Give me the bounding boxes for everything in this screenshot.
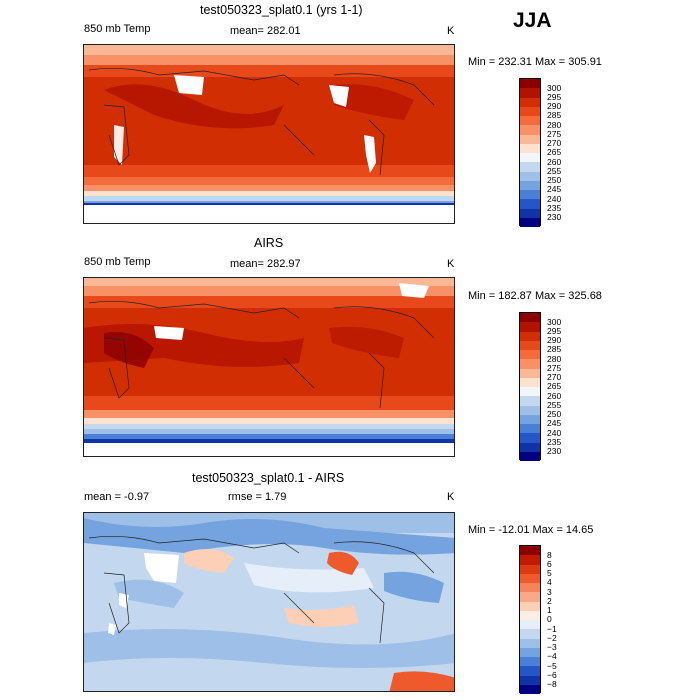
panel1-tick: 235 — [547, 203, 562, 213]
panel3-tick: −5 — [547, 661, 557, 671]
panel2-tick: 295 — [547, 326, 562, 336]
panel2-tick: 280 — [547, 354, 562, 364]
panel2-title: AIRS — [254, 236, 284, 250]
panel3-tick: 0 — [547, 614, 552, 624]
panel2-tick: 255 — [547, 400, 562, 410]
panel2-tick: 285 — [547, 344, 562, 354]
panel1-tick: 240 — [547, 194, 562, 204]
panel2-range: Min = 182.87 Max = 325.68 — [468, 290, 602, 302]
panel3-range: Min = -12.01 Max = 14.65 — [468, 524, 594, 536]
panel1-tick: 290 — [547, 101, 562, 111]
panel3-tick: 5 — [547, 568, 552, 578]
panel2-tick: 265 — [547, 381, 562, 391]
panel1-tick: 250 — [547, 175, 562, 185]
panel3-map — [83, 512, 455, 692]
panel1-tick: 285 — [547, 110, 562, 120]
panel3-mean-label: mean = -0.97 — [84, 491, 150, 503]
panel2-tick: 260 — [547, 391, 562, 401]
panel2-map — [83, 277, 455, 457]
panel1-colorbar — [519, 78, 541, 227]
panel3-tick: −3 — [547, 642, 557, 652]
panel2-tick: 275 — [547, 363, 562, 373]
panel2-tick: 270 — [547, 372, 562, 382]
panel3-tick: −6 — [547, 670, 557, 680]
panel1-tick: 270 — [547, 138, 562, 148]
panel2-mean-label: mean= 282.97 — [230, 258, 301, 270]
panel2-variable-label: 850 mb Temp — [84, 256, 151, 268]
panel3-colorbar — [519, 545, 541, 694]
panel3-tick: 2 — [547, 596, 552, 606]
panel3-tick: 8 — [547, 550, 552, 560]
panel2-units: K — [447, 258, 455, 270]
panel1-tick: 230 — [547, 212, 562, 222]
panel1-tick: 295 — [547, 92, 562, 102]
season-label: JJA — [513, 9, 552, 32]
panel2-tick: 240 — [547, 428, 562, 438]
panel1-tick: 255 — [547, 166, 562, 176]
panel1-tick: 245 — [547, 184, 562, 194]
panel1-variable-label: 850 mb Temp — [84, 23, 151, 35]
panel1-tick: 260 — [547, 157, 562, 167]
panel2-tick: 235 — [547, 437, 562, 447]
panel3-tick: −2 — [547, 633, 557, 643]
panel3-title: test050323_splat0.1 - AIRS — [192, 471, 345, 485]
panel2-tick: 290 — [547, 335, 562, 345]
panel1-range: Min = 232.31 Max = 305.91 — [468, 56, 602, 68]
panel3-tick: 3 — [547, 587, 552, 597]
panel3-tick: 6 — [547, 559, 552, 569]
panel3-tick: 4 — [547, 577, 552, 587]
panel3-tick: 1 — [547, 605, 552, 615]
panel3-tick: −4 — [547, 651, 557, 661]
panel1-title: test050323_splat0.1 (yrs 1-1) — [200, 3, 363, 17]
panel1-mean-label: mean= 282.01 — [230, 25, 301, 37]
panel3-tick: −8 — [547, 679, 557, 689]
panel1-tick: 275 — [547, 129, 562, 139]
panel2-colorbar — [519, 312, 541, 461]
panel2-tick: 245 — [547, 418, 562, 428]
panel1-map — [83, 44, 455, 224]
panel3-units: K — [447, 491, 455, 503]
panel1-units: K — [447, 25, 455, 37]
panel1-tick: 265 — [547, 147, 562, 157]
panel1-tick: 300 — [547, 83, 562, 93]
panel2-tick: 300 — [547, 317, 562, 327]
panel1-tick: 280 — [547, 120, 562, 130]
panel3-rmse-label: rmse = 1.79 — [228, 491, 287, 503]
panel2-tick: 250 — [547, 409, 562, 419]
panel3-tick: −1 — [547, 624, 557, 634]
panel2-tick: 230 — [547, 446, 562, 456]
